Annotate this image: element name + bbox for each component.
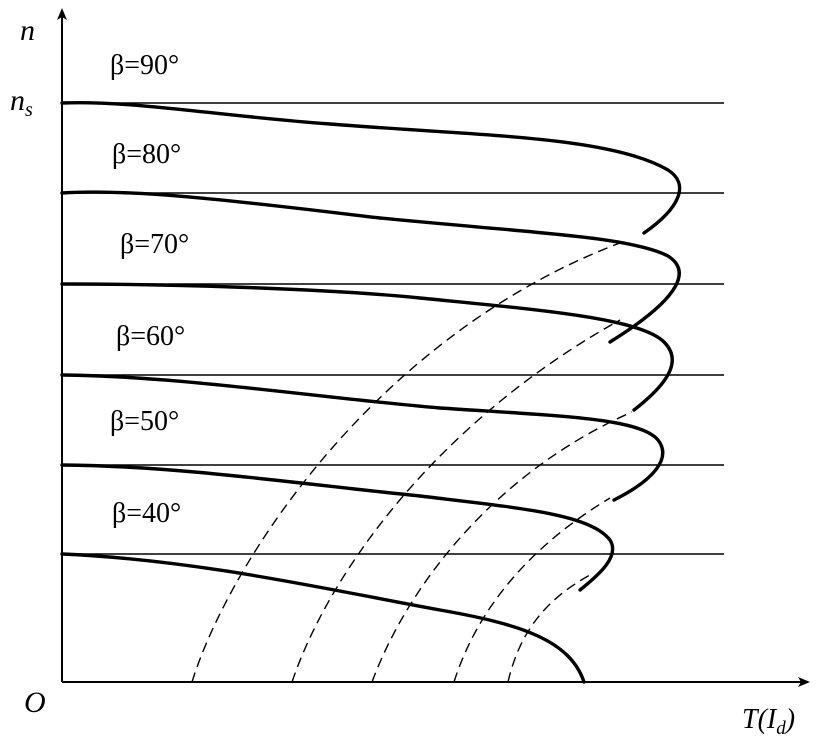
characteristic-curves	[60, 100, 682, 684]
ns-label-subscript: s	[25, 99, 33, 121]
dashed-curve-5	[507, 574, 591, 683]
x-axis-label: T(Id)	[742, 704, 795, 739]
curve-label-80: β=80°	[112, 139, 181, 170]
characteristic-curve-90	[60, 100, 682, 235]
ns-label-main: n	[10, 84, 25, 117]
y-axis-label: n	[20, 14, 35, 47]
characteristic-curve-50	[60, 463, 615, 592]
dashed-curve-1	[191, 239, 629, 683]
x-axis-label-subscript: d	[776, 718, 786, 739]
curve-label-40: β=40°	[112, 498, 181, 529]
x-axis-label-close: )	[784, 704, 795, 735]
x-axis-label-main: T(I	[742, 704, 778, 735]
curve-label-70: β=70°	[120, 229, 189, 260]
dashed-curve-4	[453, 497, 611, 683]
curve-label-90: β=90°	[110, 50, 179, 81]
curve-label-50: β=50°	[110, 406, 179, 437]
origin-label: O	[24, 686, 46, 719]
characteristic-curve-70	[60, 282, 674, 412]
characteristic-curve-40	[60, 552, 586, 684]
dashed-curve-2	[291, 319, 621, 683]
curve-label-60: β=60°	[116, 321, 185, 352]
characteristic-curve-60	[60, 373, 665, 502]
ns-label: ns	[10, 84, 33, 121]
characteristic-curve-80	[60, 190, 681, 344]
dashed-curve-3	[371, 411, 633, 683]
dashed-curves	[191, 239, 633, 683]
